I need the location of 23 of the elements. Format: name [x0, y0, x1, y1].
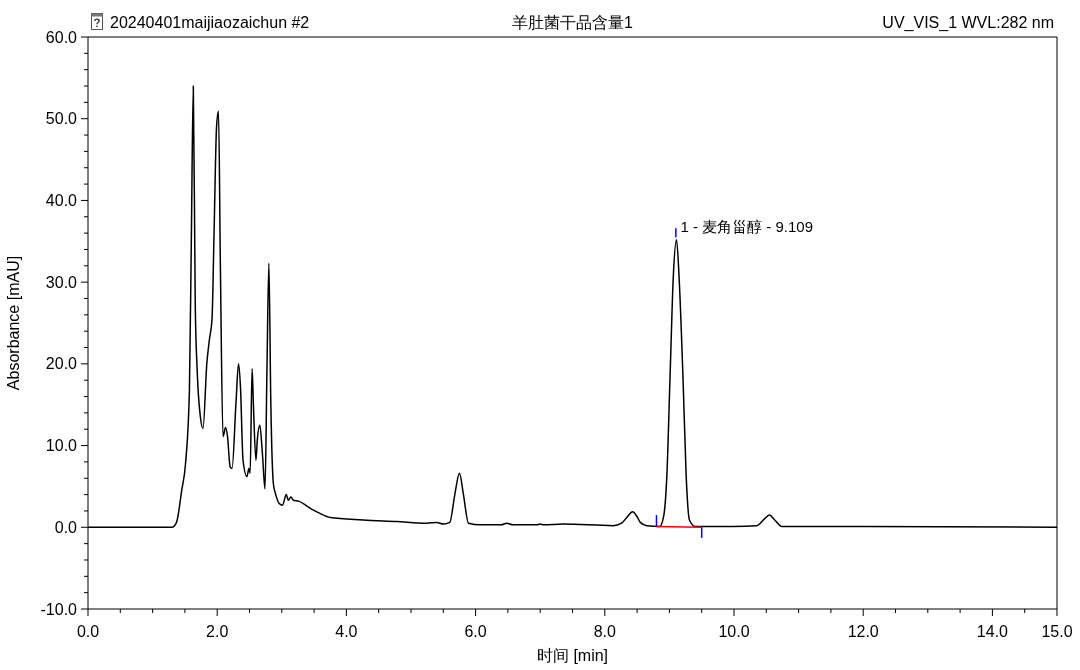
- y-tick-label: 30.0: [45, 273, 78, 291]
- text: UV_VIS_1 WVL:282 nm: [882, 14, 1054, 32]
- annotation: 1 - 麦角甾醇 - 9.109: [680, 217, 813, 235]
- x-tick-label: 6.0: [464, 623, 487, 640]
- y-axis-title: Absorbance [mAU]: [5, 255, 22, 391]
- x-tick-label: 10.0: [718, 623, 750, 640]
- y-tick-label: 60.0: [45, 28, 78, 46]
- y-tick-label: 0.0: [54, 518, 78, 536]
- text: 20240401maijiaozaichun #2: [110, 14, 310, 31]
- x-tick-label: 0.0: [76, 623, 100, 640]
- y-tick-label: -10.0: [40, 600, 78, 618]
- x-tick-label: 12.0: [847, 623, 879, 640]
- x-tick-label: 2.0: [206, 623, 229, 640]
- x-tick-label: 15.0: [1041, 623, 1073, 640]
- x-tick-label: 4.0: [335, 623, 358, 640]
- x-axis-title: 时间 [min]: [536, 647, 609, 664]
- y-tick-label: 20.0: [45, 355, 78, 373]
- y-tick-label: 50.0: [45, 110, 78, 128]
- y-tick-label: 40.0: [45, 192, 78, 210]
- x-tick-label: 8.0: [593, 623, 617, 640]
- x-tick-label: 14.0: [976, 623, 1009, 640]
- chart-title: 羊肚菌干品含量1: [512, 14, 634, 31]
- y-tick-label: 10.0: [45, 437, 78, 455]
